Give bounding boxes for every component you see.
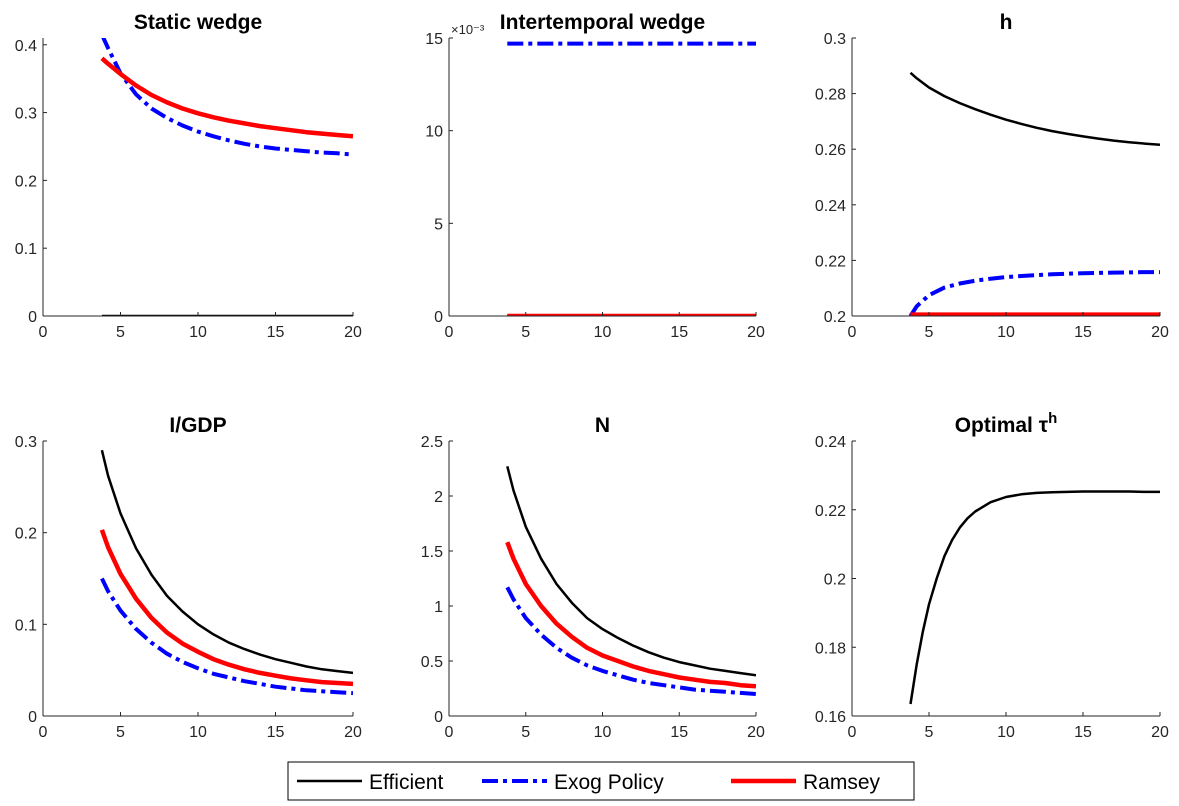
y-tick-label: 0.24 — [815, 434, 846, 451]
series-line-ramsey — [505, 541, 756, 689]
y-tick-label: 0.2 — [824, 572, 846, 589]
panel-title: Optimal τh — [955, 410, 1058, 437]
x-tick-label: 20 — [747, 724, 765, 741]
x-tick-label: 5 — [521, 724, 530, 741]
y-tick-label: 0.5 — [421, 654, 443, 671]
x-tick-label: 5 — [925, 724, 934, 741]
y-tick-label: 0.18 — [815, 640, 846, 657]
y-exponent-label: ×10⁻³ — [451, 22, 485, 37]
y-tick-label: 0.1 — [15, 241, 37, 258]
y-tick-label: 10 — [425, 124, 443, 141]
series-line-ramsey — [100, 56, 353, 139]
x-tick-label: 5 — [521, 324, 530, 341]
x-tick-label: 5 — [116, 724, 125, 741]
x-tick-label: 5 — [925, 324, 934, 341]
legend-label: Exog Policy — [554, 771, 664, 794]
x-tick-label: 10 — [594, 324, 612, 341]
x-tick-label: 0 — [39, 724, 48, 741]
x-tick-label: 20 — [747, 324, 765, 341]
y-tick-label: 0.2 — [15, 173, 37, 190]
title-superscript: h — [1048, 410, 1057, 427]
y-tick-label: 0.22 — [815, 503, 846, 520]
y-tick-label: 0 — [434, 709, 443, 726]
x-tick-label: 15 — [267, 724, 285, 741]
x-tick-label: 10 — [997, 324, 1015, 341]
legend: Efficient Exog Policy Ramsey — [287, 761, 915, 801]
y-tick-label: 0.26 — [815, 142, 846, 159]
y-tick-label: 15 — [425, 31, 443, 48]
panel-title: Intertemporal wedge — [500, 11, 705, 34]
y-tick-label: 0.2 — [15, 526, 37, 543]
y-tick-label: 2.5 — [421, 434, 443, 451]
panel-title: N — [595, 414, 610, 437]
series-line-ramsey — [99, 529, 353, 687]
y-tick-label: 5 — [434, 216, 443, 233]
panel-6: 0 5 10 15 20 0.16 0.18 0.2 0.22 0.24 Optimal τh — [815, 410, 1169, 741]
y-tick-label: 0.16 — [815, 709, 846, 726]
x-tick-label: 20 — [1151, 324, 1169, 341]
series-line-efficient — [909, 490, 1160, 705]
x-tick-label: 15 — [670, 324, 688, 341]
legend-label: Ramsey — [803, 771, 881, 794]
x-tick-label: 10 — [997, 724, 1015, 741]
y-tick-label: 0.24 — [815, 198, 846, 215]
panel-3: 0 5 10 15 20 0.2 0.22 0.24 0.26 0.28 0.3 h — [815, 11, 1169, 341]
y-tick-label: 1 — [434, 599, 443, 616]
y-tick-label: 0 — [28, 709, 37, 726]
series-line-efficient — [909, 71, 1160, 147]
y-tick-label: 0.4 — [15, 38, 37, 55]
x-tick-label: 10 — [189, 724, 207, 741]
x-tick-label: 10 — [189, 324, 207, 341]
x-tick-label: 0 — [39, 324, 48, 341]
panel-title: Static wedge — [134, 11, 262, 34]
x-tick-label: 0 — [848, 324, 857, 341]
x-tick-label: 0 — [445, 324, 454, 341]
series-line-efficient — [100, 449, 353, 675]
series-line-exog-policy — [101, 38, 353, 157]
y-tick-label: 0.22 — [815, 253, 846, 270]
legend-box — [287, 761, 915, 801]
series-line-efficient — [506, 465, 756, 677]
panel-4: 0 5 10 15 20 0 0.1 0.2 0.3 I/GDP — [15, 414, 362, 741]
series-line-exog-policy — [908, 270, 1160, 316]
panel-2: 0 5 10 15 20 0 5 10 15 ×10⁻³ Intertemporal wedge — [425, 11, 765, 341]
x-tick-label: 10 — [594, 724, 612, 741]
y-tick-label: 2 — [434, 489, 443, 506]
y-tick-label: 0 — [28, 309, 37, 326]
y-tick-label: 0.28 — [815, 87, 846, 104]
x-tick-label: 5 — [116, 324, 125, 341]
x-tick-label: 15 — [670, 724, 688, 741]
legend-label: Efficient — [369, 771, 443, 794]
x-tick-label: 15 — [1074, 324, 1092, 341]
y-tick-label: 0.3 — [15, 106, 37, 123]
y-tick-label: 0.1 — [15, 617, 37, 634]
panel-1: 0 5 10 15 20 0 0.1 0.2 0.3 0.4 Static wedge — [15, 11, 362, 341]
series-line-exog-policy — [505, 586, 756, 696]
x-tick-label: 0 — [848, 724, 857, 741]
y-tick-label: 0.3 — [15, 434, 37, 451]
series-line-exog-policy — [100, 577, 353, 696]
y-tick-label: 0 — [434, 309, 443, 326]
x-tick-label: 20 — [344, 324, 362, 341]
y-tick-label: 0.2 — [824, 309, 846, 326]
panel-title: I/GDP — [169, 414, 226, 437]
y-tick-label: 0.3 — [824, 31, 846, 48]
x-tick-label: 15 — [1074, 724, 1092, 741]
x-tick-label: 15 — [267, 324, 285, 341]
panel-5: 0 5 10 15 20 0 0.5 1 1.5 2 2.5 N — [421, 414, 765, 741]
x-tick-label: 20 — [344, 724, 362, 741]
x-tick-label: 0 — [445, 724, 454, 741]
x-tick-label: 20 — [1151, 724, 1169, 741]
y-tick-label: 1.5 — [421, 544, 443, 561]
panel-title: h — [1000, 11, 1013, 34]
